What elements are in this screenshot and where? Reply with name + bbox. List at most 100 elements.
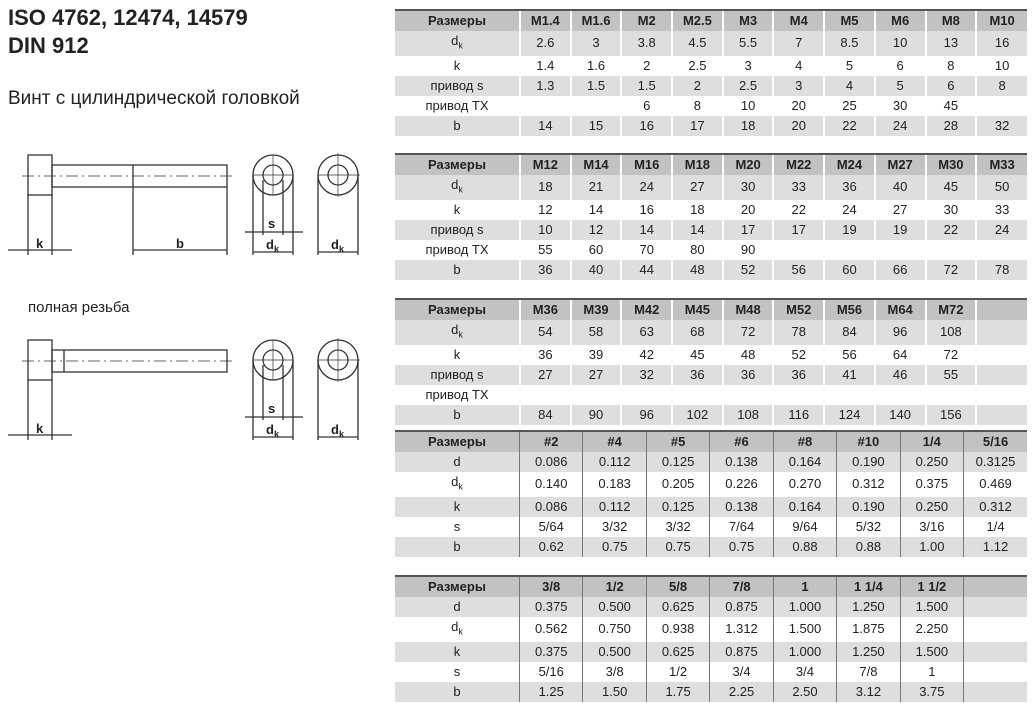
table-cell: 2.6 xyxy=(519,31,571,56)
table-cell: 0.875 xyxy=(709,641,774,662)
table-cell: 12 xyxy=(569,219,622,240)
product-name: Винт с цилиндрической головкой xyxy=(8,88,300,109)
table-cell: 84 xyxy=(519,404,571,425)
table-cell: 3.8 xyxy=(620,31,673,56)
table-cell: 0.750 xyxy=(582,617,647,642)
table-row: b 1.25 1.50 1.75 2.25 2.50 3.12 3.75 xyxy=(395,681,1027,702)
table-cell: 1.500 xyxy=(899,641,964,662)
table-row: k 0.375 0.500 0.625 0.875 1.000 1.250 1.500 xyxy=(395,641,1027,662)
table-cell: 48 xyxy=(721,344,774,365)
table-cell xyxy=(975,384,1027,405)
table-cell: 39 xyxy=(569,344,622,365)
table-cell: 0.375 xyxy=(899,472,964,497)
bolt-drawing-partial-thread: k b s dk dk xyxy=(8,153,360,255)
size-table-inch-2: Размеры 3/8 1/2 5/8 7/8 1 1 1/4 1 1/2 d 0.375 0.50… xyxy=(395,575,1027,702)
table-header-row: Размеры M1.4 M1.6 M2 M2.5 M3 M4 M5 M6 M8 M10 xyxy=(395,9,1027,31)
table-cell: 0.75 xyxy=(582,536,647,557)
column-header: M52 xyxy=(772,298,825,320)
table-cell: 8 xyxy=(924,55,977,76)
table-row: привод TX xyxy=(395,384,1027,405)
table-cell: 0.270 xyxy=(772,472,837,497)
column-header: M39 xyxy=(569,298,622,320)
table-cell: 14 xyxy=(620,219,673,240)
table-cell: 1/2 xyxy=(645,661,710,682)
table-cell xyxy=(963,597,1027,617)
table-cell: 0.75 xyxy=(645,536,710,557)
table-cell: 0.625 xyxy=(645,641,710,662)
column-header: 3/8 xyxy=(518,575,583,597)
table-cell: 20 xyxy=(772,115,825,136)
row-label: dk xyxy=(395,175,520,200)
table-row: b 84 90 96 102 108 116 124 140 156 xyxy=(395,404,1027,425)
table-cell: 36 xyxy=(823,175,875,200)
table-cell: 0.500 xyxy=(582,597,647,617)
dim-k-label: k xyxy=(36,421,44,436)
table-cell: 1.250 xyxy=(836,597,901,617)
table-cell: 0.190 xyxy=(836,496,901,517)
table-cell: 0.138 xyxy=(709,496,774,517)
row-label: привод TX xyxy=(425,241,489,257)
table-row: k 12 14 16 18 20 22 24 27 30 33 xyxy=(395,199,1027,220)
table-cell: 0.938 xyxy=(645,617,710,642)
table-cell: 116 xyxy=(772,404,825,425)
table-cell: 3/16 xyxy=(899,516,964,537)
column-header: M16 xyxy=(620,153,673,175)
table-cell: 56 xyxy=(823,344,875,365)
table-cell xyxy=(963,641,1027,662)
table-cell: 1.75 xyxy=(645,681,710,702)
column-header: M10 xyxy=(975,9,1027,31)
table-cell xyxy=(620,384,673,405)
table-cell: 28 xyxy=(924,115,977,136)
table-cell: 6 xyxy=(620,95,673,116)
table-cell: 46 xyxy=(873,364,926,385)
table-cell xyxy=(975,404,1027,425)
table-cell: 18 xyxy=(671,199,723,220)
table-cell: 42 xyxy=(620,344,673,365)
table-cell xyxy=(924,384,977,405)
table-cell: 60 xyxy=(823,259,875,280)
table-cell: 3.75 xyxy=(899,681,964,702)
column-header: M2.5 xyxy=(671,9,723,31)
table-cell: 30 xyxy=(924,199,977,220)
table-cell: 44 xyxy=(620,259,673,280)
table-cell: 20 xyxy=(721,199,774,220)
table-row: k 36 39 42 45 48 52 56 64 72 xyxy=(395,344,1027,365)
column-header: M36 xyxy=(519,298,571,320)
table-cell: 10 xyxy=(873,31,926,56)
table-cell: 84 xyxy=(823,320,875,345)
table-cell: 3/32 xyxy=(582,516,647,537)
column-header: M56 xyxy=(823,298,875,320)
column-header: 1 1/2 xyxy=(899,575,964,597)
row-label: b xyxy=(395,536,520,557)
column-header: M8 xyxy=(924,9,977,31)
table-cell: 1.250 xyxy=(836,641,901,662)
table-cell: 90 xyxy=(569,404,622,425)
table-row: k 1.4 1.6 2 2.5 3 4 5 6 8 10 xyxy=(395,55,1027,76)
table-cell: 1/4 xyxy=(963,516,1027,537)
row-label: s xyxy=(453,663,461,679)
table-cell: 17 xyxy=(721,219,774,240)
column-header: M6 xyxy=(873,9,926,31)
column-header: #8 xyxy=(772,430,837,452)
table-cell: 19 xyxy=(823,219,875,240)
row-label: dk xyxy=(451,619,463,637)
table-cell: 90 xyxy=(721,239,774,260)
table-cell: 78 xyxy=(772,320,825,345)
column-header: M27 xyxy=(873,153,926,175)
table-cell xyxy=(823,239,875,260)
table-cell: 72 xyxy=(924,344,977,365)
row-label: привод s xyxy=(395,219,520,240)
row-label: d xyxy=(395,452,520,472)
full-thread-label: полная резьба xyxy=(28,299,130,316)
table-row: привод s 1.3 1.5 1.5 2 2.5 3 4 5 6 8 xyxy=(395,75,1027,96)
column-header: M1.4 xyxy=(519,9,571,31)
table-cell: 80 xyxy=(671,239,723,260)
table-row: k 0.086 0.112 0.125 0.138 0.164 0.190 0.250 0.31… xyxy=(395,496,1027,517)
table-cell: 0.112 xyxy=(582,452,647,472)
table-row: s 5/64 3/32 3/32 7/64 9/64 5/32 3/16 1/4 xyxy=(395,516,1027,537)
table-cell xyxy=(772,384,825,405)
table-cell: 36 xyxy=(519,344,571,365)
table-cell: 68 xyxy=(671,320,723,345)
row-label: привод TX xyxy=(425,386,489,402)
column-header: 5/8 xyxy=(645,575,710,597)
